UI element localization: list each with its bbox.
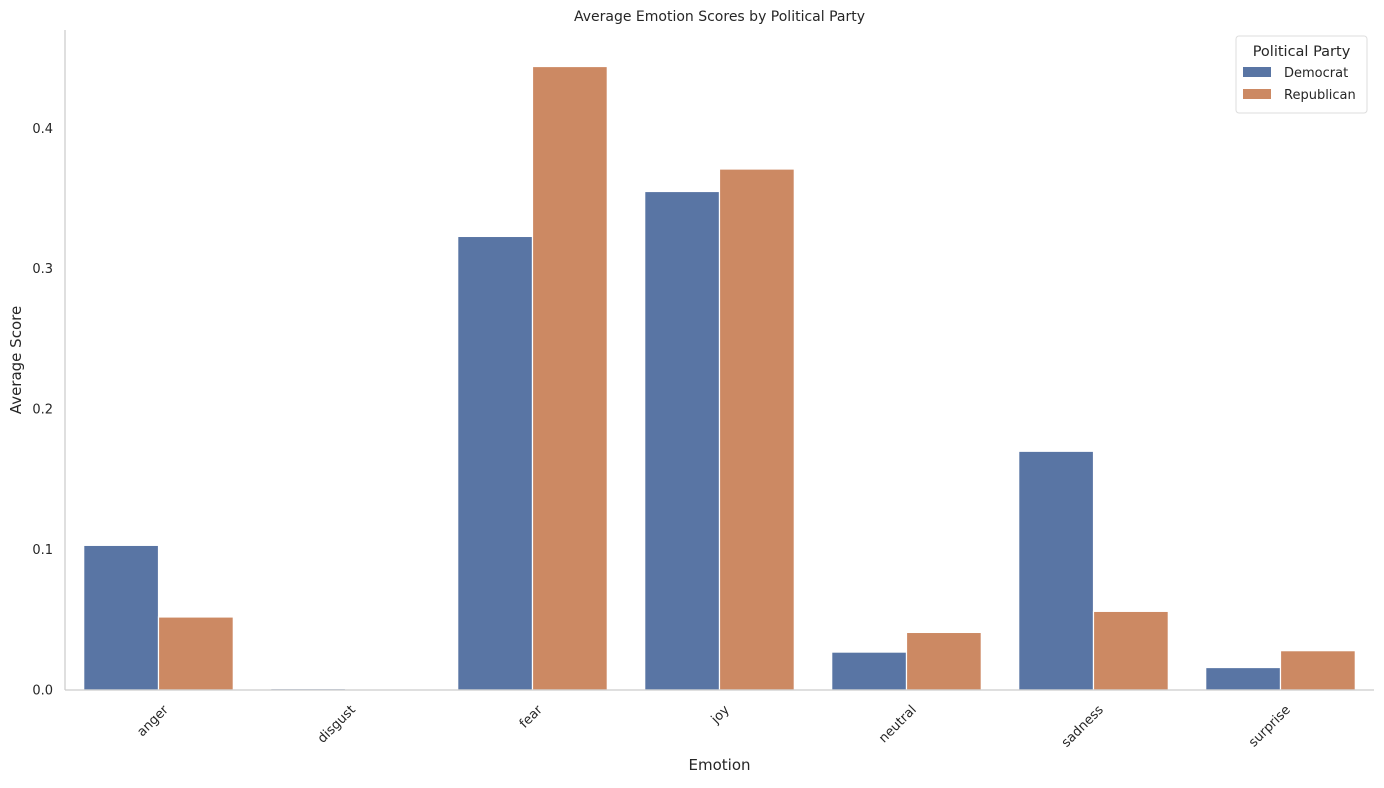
x-tick-label-sadness: sadness [1059,703,1107,751]
legend-swatch-republican [1243,89,1271,99]
x-tick-label-joy: joy [708,702,733,727]
legend-label-democrat: Democrat [1284,66,1348,81]
x-tick-label-anger: anger [134,702,172,740]
legend: Political Party Democrat Republican [1235,35,1368,114]
x-tick-label-surprise: surprise [1246,703,1294,751]
x-tick-label-disgust: disgust [315,703,359,747]
x-tick-label-fear: fear [517,702,546,731]
bar-democrat-joy [644,190,721,691]
bar-democrat-surprise [1205,666,1282,691]
y-tick-label: 0.3 [32,262,53,277]
y-tick-label: 0.2 [32,403,53,418]
axes-layer [64,30,1374,691]
legend-title: Political Party [1253,44,1351,60]
y-tick-label: 0.4 [32,122,53,137]
bar-republican-sadness [1092,610,1169,691]
bar-republican-joy [718,168,795,691]
chart-title: Average Emotion Scores by Political Part… [574,9,865,25]
y-tick-label: 0.1 [32,543,53,558]
x-tick-label-neutral: neutral [876,703,919,746]
bar-republican-fear [531,65,608,691]
x-axis-label: Emotion [689,756,751,774]
bar-republican-neutral [905,631,982,691]
y-axis-label: Average Score [7,306,25,414]
y-tick-label: 0.0 [32,684,53,699]
bar-democrat-sadness [1018,450,1095,691]
bar-republican-anger [157,616,234,691]
bars-layer [83,65,1356,691]
legend-swatch-democrat [1243,67,1271,77]
legend-label-republican: Republican [1284,88,1356,103]
bar-democrat-neutral [831,651,908,691]
bar-democrat-fear [457,235,534,691]
bar-democrat-anger [83,544,160,691]
bar-republican-surprise [1279,650,1356,691]
